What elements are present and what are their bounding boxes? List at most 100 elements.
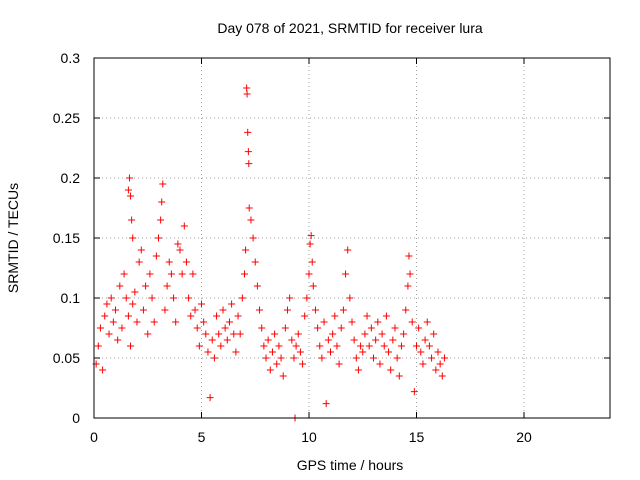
- data-point: [114, 336, 122, 344]
- data-point: [195, 342, 203, 350]
- data-point: [376, 360, 384, 368]
- data-point: [127, 192, 135, 200]
- data-point: [430, 330, 438, 338]
- data-point: [303, 294, 311, 302]
- data-point: [258, 324, 266, 332]
- data-points: [92, 84, 448, 422]
- data-point: [125, 174, 133, 182]
- data-point: [107, 294, 115, 302]
- data-point: [333, 342, 341, 350]
- data-point: [367, 324, 375, 332]
- data-point: [306, 240, 314, 248]
- data-point: [408, 318, 416, 326]
- data-point: [262, 354, 270, 362]
- axis-ticks: [93, 57, 610, 419]
- y-tick-label: 0: [72, 410, 80, 426]
- data-point: [109, 318, 117, 326]
- data-point: [161, 306, 169, 314]
- data-point: [331, 312, 339, 320]
- data-point: [124, 186, 132, 194]
- data-point: [413, 342, 420, 350]
- data-point: [440, 354, 448, 362]
- data-point: [234, 312, 242, 320]
- data-point: [273, 360, 281, 368]
- data-point: [393, 354, 401, 362]
- data-point: [96, 324, 104, 332]
- data-point: [301, 312, 309, 320]
- data-point: [260, 342, 268, 350]
- data-point: [122, 294, 130, 302]
- data-point: [118, 324, 126, 332]
- data-point: [385, 348, 393, 356]
- data-point: [210, 354, 218, 362]
- y-tick-label: 0.25: [53, 110, 80, 126]
- data-point: [150, 318, 158, 326]
- data-point: [124, 312, 132, 320]
- data-point: [382, 312, 390, 320]
- chart-title: Day 078 of 2021, SRMTID for receiver lur…: [217, 20, 483, 36]
- data-point: [415, 324, 423, 332]
- data-point: [251, 258, 259, 266]
- y-tick-label: 0.15: [53, 230, 80, 246]
- data-point: [148, 294, 156, 302]
- data-point: [129, 300, 137, 308]
- data-point: [182, 258, 190, 266]
- y-tick-label: 0.05: [53, 350, 80, 366]
- data-point: [116, 282, 124, 290]
- data-point: [288, 336, 296, 344]
- data-point: [112, 306, 119, 314]
- data-point: [314, 324, 322, 332]
- data-point: [436, 360, 444, 368]
- data-point: [152, 252, 160, 260]
- data-point: [163, 282, 171, 290]
- data-point: [167, 270, 175, 278]
- data-point: [170, 294, 178, 302]
- data-point: [187, 312, 195, 320]
- data-point: [206, 394, 214, 402]
- data-point: [337, 324, 345, 332]
- data-point: [139, 306, 147, 314]
- data-point: [421, 336, 429, 344]
- data-point: [281, 324, 289, 332]
- data-point: [329, 330, 337, 338]
- data-point: [380, 342, 388, 350]
- data-point: [308, 258, 316, 266]
- data-point: [346, 294, 354, 302]
- data-point: [271, 330, 279, 338]
- data-point: [434, 348, 442, 356]
- data-point: [305, 270, 313, 278]
- data-point: [244, 128, 252, 136]
- data-point: [279, 372, 287, 380]
- data-point: [219, 306, 227, 314]
- data-point: [131, 288, 139, 296]
- x-tick-label: 5: [198, 429, 206, 445]
- data-point: [144, 330, 152, 338]
- data-point: [225, 318, 233, 326]
- data-point: [243, 90, 251, 98]
- data-point: [268, 348, 276, 356]
- data-point: [352, 354, 360, 362]
- y-tick-label: 0.3: [61, 50, 81, 66]
- data-point: [410, 388, 418, 396]
- data-point: [432, 366, 440, 374]
- data-point: [425, 342, 433, 350]
- x-tick-label: 15: [409, 429, 425, 445]
- data-point: [146, 270, 154, 278]
- data-point: [348, 318, 356, 326]
- data-point: [264, 336, 272, 344]
- data-point: [135, 258, 143, 266]
- data-point: [395, 372, 403, 380]
- data-point: [307, 232, 315, 240]
- data-point: [365, 342, 373, 350]
- data-point: [99, 366, 107, 374]
- x-axis-label: GPS time / hours: [297, 457, 404, 473]
- data-point: [249, 234, 257, 242]
- data-point: [354, 366, 362, 374]
- data-point: [292, 342, 300, 350]
- data-point: [277, 354, 285, 362]
- data-point: [105, 330, 113, 338]
- data-point: [236, 330, 244, 338]
- data-point: [228, 300, 236, 308]
- data-point: [324, 336, 332, 344]
- data-point: [129, 234, 137, 242]
